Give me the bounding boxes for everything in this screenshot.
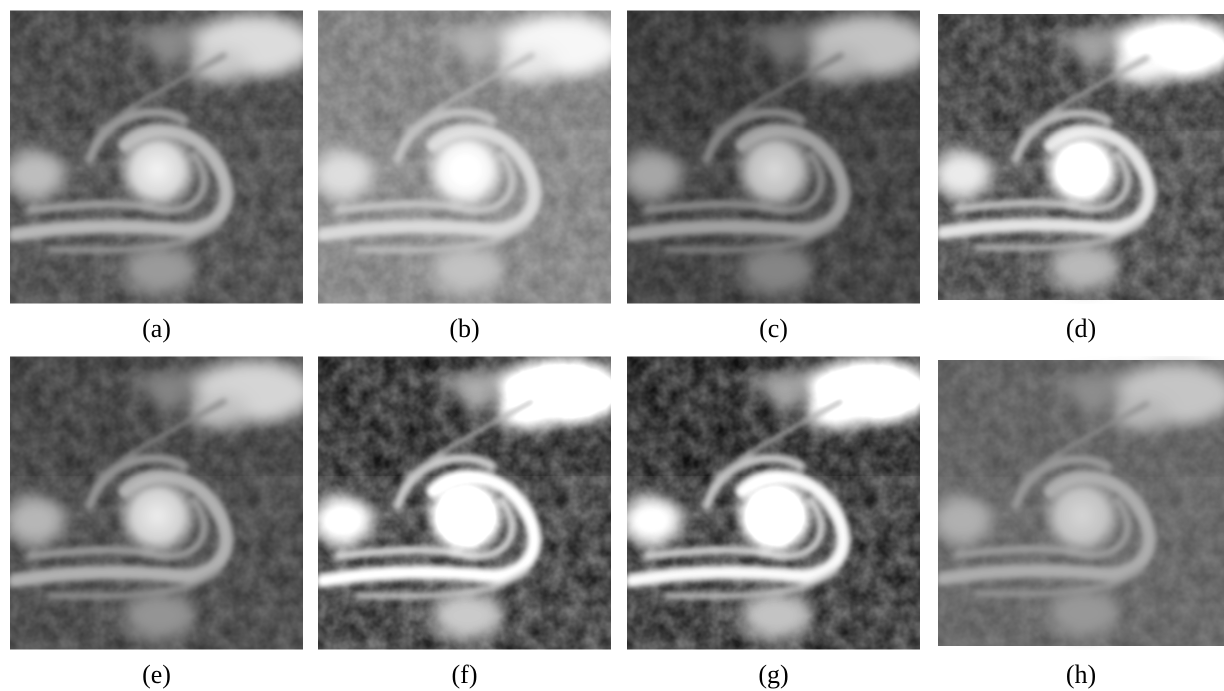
panel-caption: (b) [449, 314, 479, 343]
satellite-image [933, 14, 1224, 300]
panel-caption: (f) [452, 660, 478, 689]
panel-caption: (a) [142, 314, 171, 343]
panel-caption: (d) [1066, 314, 1096, 343]
image-content [622, 357, 931, 650]
image-content [622, 11, 931, 304]
image-content [5, 357, 314, 650]
image-content [5, 11, 314, 304]
satellite-image [5, 357, 314, 650]
satellite-image [313, 11, 622, 304]
image-content [313, 357, 622, 650]
satellite-image [5, 11, 314, 304]
satellite-image [933, 360, 1224, 646]
image-content [313, 11, 622, 304]
satellite-image [622, 11, 931, 304]
satellite-image [622, 357, 931, 650]
panel-caption: (e) [142, 660, 171, 689]
image-content [933, 14, 1224, 300]
satellite-image [313, 357, 622, 650]
panel-caption: (g) [758, 660, 788, 689]
image-content [933, 360, 1224, 646]
panel-caption: (h) [1066, 660, 1096, 689]
panel-caption: (c) [759, 314, 788, 343]
